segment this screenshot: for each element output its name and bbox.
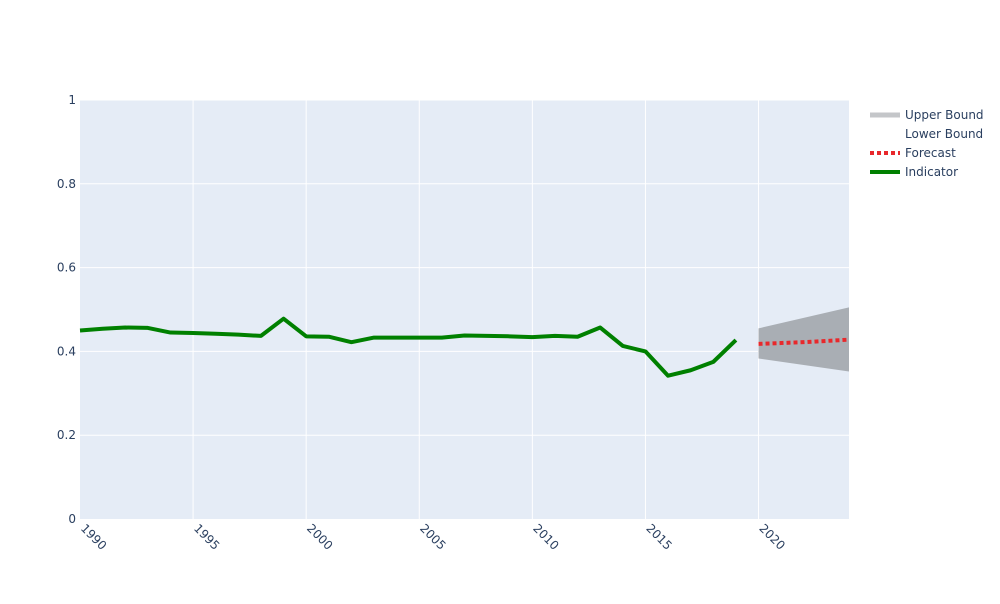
legend-label: Forecast (905, 146, 956, 160)
indicator-line (79, 316, 738, 378)
y-axis: 0 0.2 0.4 0.6 0.8 1 (57, 93, 76, 526)
x-tick-label: 1990 (78, 521, 109, 552)
legend-item[interactable]: Forecast (870, 146, 956, 160)
forecast-line (758, 337, 850, 346)
plot-background (80, 100, 849, 519)
x-tick-label: 2015 (643, 521, 674, 552)
series-lines (79, 316, 850, 378)
y-tick-label: 0.6 (57, 261, 76, 275)
confidence-band (758, 307, 849, 372)
grid (80, 99, 849, 519)
legend-item[interactable]: Upper Bound (870, 108, 984, 122)
legend-label: Indicator (905, 165, 958, 179)
y-tick-label: 0 (68, 512, 76, 526)
legend-item[interactable]: Lower Bound (905, 127, 983, 141)
x-tick-label: 2000 (304, 521, 335, 552)
x-tick-label: 1995 (191, 521, 222, 552)
legend[interactable]: Upper Bound Lower Bound Forecast Indicator (870, 108, 984, 179)
y-tick-label: 1 (68, 93, 76, 107)
legend-item[interactable]: Indicator (870, 165, 958, 179)
y-tick-label: 0.8 (57, 177, 76, 191)
x-axis: 1990 1995 2000 2005 2010 2015 2020 (78, 521, 788, 552)
legend-label: Lower Bound (905, 127, 983, 141)
y-tick-label: 0.2 (57, 428, 76, 442)
x-tick-label: 2010 (530, 521, 561, 552)
x-tick-label: 2005 (417, 521, 448, 552)
y-tick-label: 0.4 (57, 344, 76, 358)
confidence-band-area (758, 307, 849, 372)
legend-label: Upper Bound (905, 108, 984, 122)
x-tick-label: 2020 (756, 521, 787, 552)
